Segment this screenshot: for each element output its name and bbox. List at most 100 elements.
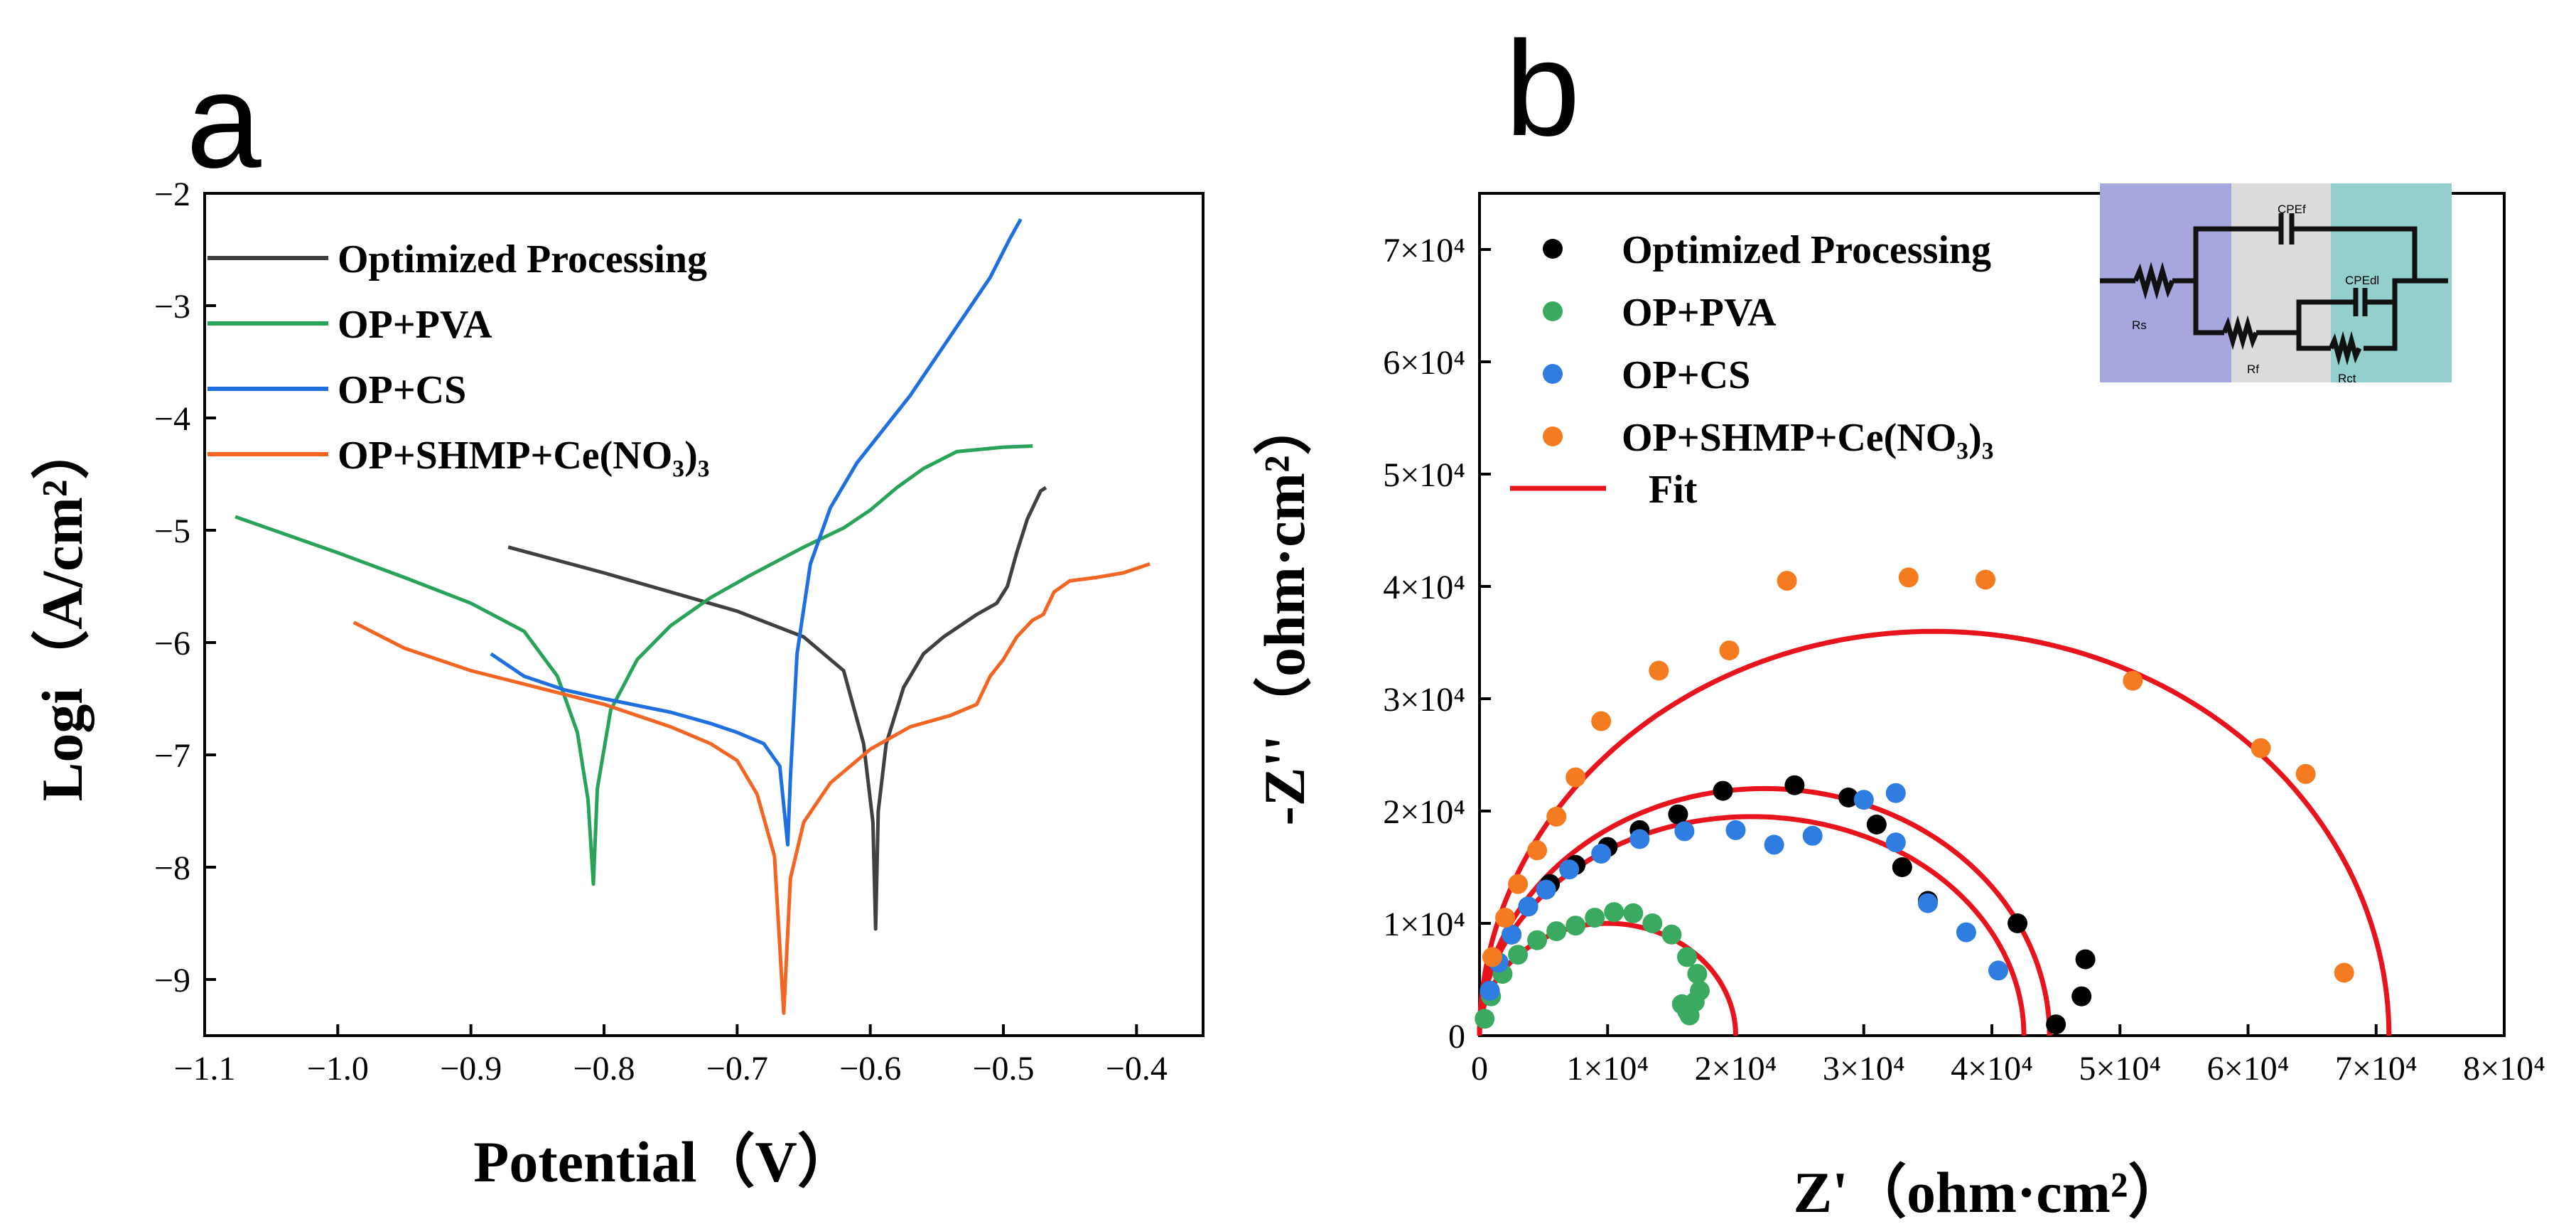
chart-b-ylabel: -Z''（ohm·cm²） — [1252, 397, 1317, 825]
data-point-op-cs — [1591, 844, 1612, 864]
data-point-optimized-processing — [2071, 986, 2092, 1006]
data-point-op-cs — [1559, 859, 1580, 880]
data-point-op-shmp-ce-no — [1777, 571, 1797, 591]
data-point-op-cs — [1988, 960, 2008, 981]
inset-label-rct: Rct — [2338, 372, 2356, 385]
data-point-op-cs — [1536, 879, 1556, 900]
chart-b-xlabel: Z'（ohm·cm²） — [1793, 1160, 2186, 1224]
inset-label-cpef: CPEf — [2278, 203, 2306, 216]
chart-b-ytick-label: 4×10⁴ — [1383, 569, 1465, 606]
chart-a-ytick-label: −3 — [154, 288, 190, 326]
data-point-op-cs — [1629, 829, 1650, 849]
chart-b-xtick-label: 1×10⁴ — [1566, 1050, 1649, 1088]
resistor-rf-icon — [2221, 315, 2259, 350]
chart-a-legend: Optimized Processing OP+PVA OP+CS OP+SHMP+C… — [208, 237, 710, 478]
data-point-op-shmp-ce-no — [1898, 567, 1919, 588]
data-point-optimized-processing — [1668, 804, 1688, 825]
data-point-op-pva — [1546, 921, 1567, 942]
chart-b-xtick-label: 3×10⁴ — [1823, 1050, 1905, 1088]
legend-label-op-pva: OP+PVA — [1622, 291, 1777, 335]
chart-a-xtick-label: −0.5 — [972, 1050, 1034, 1088]
chart-a-xtick-label: −0.8 — [573, 1050, 635, 1088]
chart-b-xtick-label: 6×10⁴ — [2207, 1050, 2290, 1088]
data-point-optimized-processing — [1838, 788, 1859, 807]
series-line-optimized-processing — [507, 485, 1047, 931]
data-point-op-cs — [1885, 832, 1906, 853]
data-point-op-cs — [1917, 893, 1938, 913]
inset-label-rs: Rs — [2132, 318, 2147, 332]
data-point-optimized-processing — [1866, 815, 1887, 834]
data-point-optimized-processing — [2046, 1014, 2066, 1035]
data-point-optimized-processing — [1784, 775, 1805, 795]
chart-a-ticks: −1.1 −1.0 −0.9 −0.8 −0.7 −0.6 −0.5 −0.4 −9 −8 −7 −6… — [154, 176, 1168, 1088]
panel-b-label: b — [1505, 14, 1580, 164]
data-point-op-shmp-ce-no — [2123, 670, 2143, 691]
plot-a-frame — [203, 192, 1205, 1037]
legend-label-op-cs: OP+CS — [338, 368, 466, 412]
data-point-op-cs — [1802, 825, 1823, 846]
series-line-op-cs — [490, 218, 1023, 847]
data-point-op-shmp-ce-no — [1976, 569, 1995, 590]
chart-a-xtick-label: −1.0 — [307, 1050, 369, 1088]
legend-label-op-pva: OP+PVA — [338, 303, 492, 347]
chart-b-legend: Optimized Processing OP+PVA OP+CS OP+SHMP+C… — [1510, 228, 1994, 512]
legend-marker-op-pva — [1543, 301, 1563, 321]
legend-marker-op-cs — [1543, 364, 1563, 384]
chart-a-xlabel: Potential（V） — [473, 1129, 855, 1194]
series-line-op-shmp-ce-no — [352, 562, 1150, 1015]
legend-label-fit: Fit — [1649, 468, 1698, 512]
legend-marker-optimized-processing — [1543, 239, 1563, 259]
chart-b-ytick-label: 6×10⁴ — [1383, 344, 1465, 382]
circuit-wires — [2100, 213, 2448, 366]
inset-label-rf: Rf — [2247, 363, 2259, 376]
data-point-op-shmp-ce-no — [1482, 947, 1502, 967]
legend-label-op-shmp-ce-no: OP+SHMP+Ce(NO₃)₃ — [1622, 416, 1994, 460]
chart-a-xtick-label: −1.1 — [173, 1050, 235, 1088]
data-point-op-shmp-ce-no — [1495, 908, 1516, 928]
fit-curve-fit-optimized-processing — [1477, 785, 2052, 1036]
data-point-op-pva — [1679, 1005, 1700, 1026]
data-point-op-cs — [1956, 922, 1976, 943]
chart-b-ytick-label: 1×10⁴ — [1383, 906, 1465, 943]
legend-label-optimized-processing: Optimized Processing — [1622, 228, 1991, 272]
chart-a-xtick-label: −0.7 — [706, 1050, 768, 1088]
polarization-chart: −1.1 −1.0 −0.9 −0.8 −0.7 −0.6 −0.5 −0.4 −9 −8 −7 −6… — [30, 176, 1205, 1194]
chart-a-xtick-label: −0.6 — [839, 1050, 901, 1088]
data-point-op-cs — [1725, 820, 1746, 840]
chart-a-xtick-label: −0.4 — [1106, 1050, 1168, 1088]
panel-a-label: a — [186, 45, 262, 196]
data-point-op-shmp-ce-no — [1546, 806, 1567, 827]
chart-b-series — [1475, 567, 2354, 1035]
nyquist-chart: 0 1×10⁴ 2×10⁴ 3×10⁴ 4×10⁴ 5×10⁴ 6×10⁴ 7×10⁴ 8×10… — [1252, 183, 2545, 1224]
data-point-op-pva — [1508, 945, 1529, 965]
data-point-op-cs — [1674, 821, 1695, 842]
data-point-op-pva — [1623, 903, 1644, 923]
data-point-optimized-processing — [2008, 913, 2028, 933]
chart-a-series — [235, 218, 1150, 1015]
data-point-op-cs — [1502, 924, 1522, 945]
chart-a-ytick-label: −8 — [154, 849, 190, 887]
fit-curve-fit-op-shmp-ce-no — [1477, 628, 2392, 1036]
chart-b-ytick-label: 7×10⁴ — [1383, 232, 1465, 269]
legend-label-optimized-processing: Optimized Processing — [338, 237, 707, 281]
data-point-op-pva — [1642, 913, 1663, 933]
resistor-rct-icon — [2328, 331, 2362, 366]
chart-b-xtick-label: 4×10⁴ — [1951, 1050, 2033, 1088]
chart-a-ytick-label: −7 — [154, 737, 190, 775]
chart-a-ytick-label: −9 — [154, 962, 190, 999]
chart-b-ytick-label: 5×10⁴ — [1383, 456, 1465, 494]
data-point-op-shmp-ce-no — [2251, 738, 2271, 758]
chart-b-xtick-label: 7×10⁴ — [2335, 1050, 2418, 1088]
data-point-optimized-processing — [1713, 780, 1733, 801]
data-point-op-cs — [1764, 834, 1784, 855]
data-point-op-cs — [1853, 790, 1874, 810]
data-point-op-pva — [1604, 902, 1624, 923]
legend-label-op-cs: OP+CS — [1622, 353, 1750, 397]
data-point-op-pva — [1527, 930, 1548, 950]
chart-b-xtick-label: 5×10⁴ — [2079, 1050, 2161, 1088]
chart-b-ytick-label: 3×10⁴ — [1383, 681, 1465, 719]
data-point-op-cs — [1518, 896, 1538, 917]
data-point-op-shmp-ce-no — [2334, 962, 2354, 983]
data-point-op-pva — [1565, 916, 1586, 936]
